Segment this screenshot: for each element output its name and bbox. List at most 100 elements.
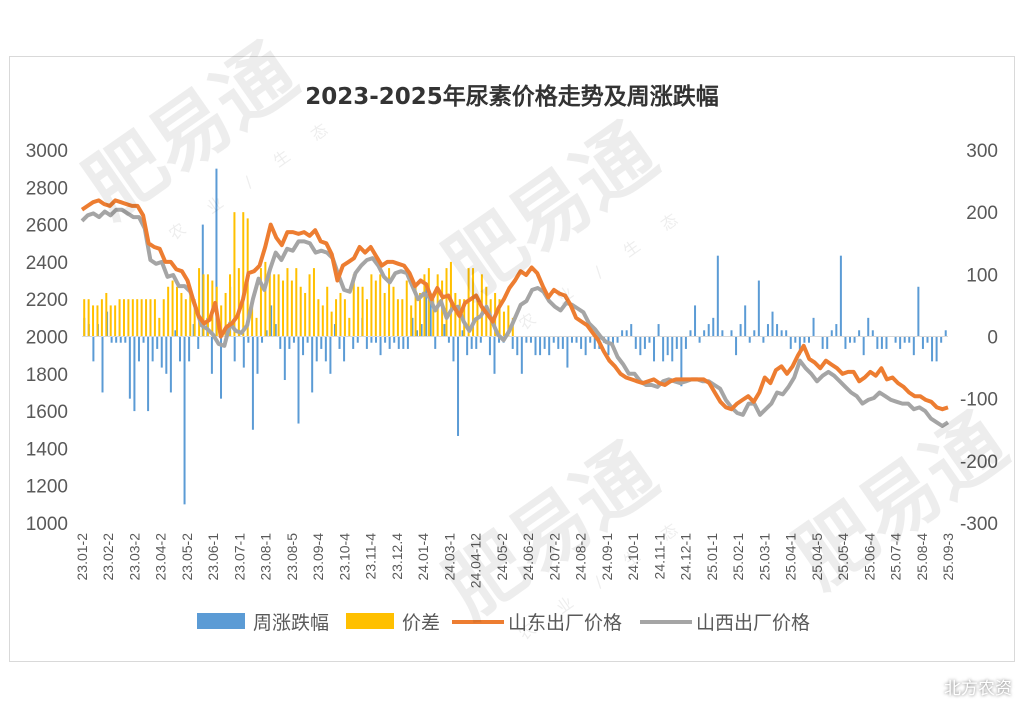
spread-bar <box>370 274 373 337</box>
spread-bar <box>92 305 95 337</box>
weekly-change-bar <box>616 336 619 343</box>
spread-bar <box>343 299 346 337</box>
weekly-change-bar <box>406 336 409 349</box>
weekly-change-bar <box>830 330 833 337</box>
spread-bar <box>365 299 368 337</box>
spread-bar <box>96 305 99 337</box>
weekly-change-bar <box>839 255 842 337</box>
spread-bar <box>379 274 382 337</box>
spread-bar <box>198 268 201 337</box>
spread-bar <box>109 305 112 337</box>
x-axis-tick-label: 23.01-2 <box>74 533 90 581</box>
weekly-change-bar <box>379 336 382 356</box>
spread-bar <box>100 299 103 337</box>
weekly-change-bar <box>124 336 127 343</box>
left-axis-tick-label: 1400 <box>26 439 68 460</box>
weekly-change-bar <box>274 324 277 337</box>
legend: 周涨跌幅 价差 山东出厂价格 山西出厂价格 <box>197 612 810 634</box>
weekly-change-bar <box>215 168 218 337</box>
weekly-change-bar <box>525 336 528 343</box>
weekly-change-bar <box>735 336 738 356</box>
spread-bar <box>290 280 293 337</box>
spread-bar <box>171 280 174 337</box>
weekly-change-bar <box>908 336 911 343</box>
spread-bar <box>401 299 404 337</box>
weekly-change-bar <box>871 330 874 337</box>
weekly-change-bar <box>862 336 865 356</box>
weekly-change-bar <box>516 336 519 356</box>
weekly-change-bar <box>561 336 564 349</box>
weekly-change-bar <box>744 305 747 337</box>
weekly-change-bar <box>575 336 578 343</box>
weekly-change-bar <box>807 336 810 343</box>
x-axis-tick-label: 24.04-12 <box>468 533 484 588</box>
x-axis-tick-label: 24.11-1 <box>651 533 667 580</box>
weekly-change-bar <box>520 336 523 374</box>
spread-bar <box>180 292 183 337</box>
weekly-change-bar <box>115 336 118 343</box>
weekly-change-bar <box>333 324 336 337</box>
spread-bar <box>162 299 165 337</box>
weekly-change-bar <box>128 336 131 399</box>
source-credit: 北方农资 <box>944 679 1012 699</box>
weekly-change-bar <box>853 336 856 343</box>
spread-bar <box>410 305 413 337</box>
spread-bar <box>405 280 408 337</box>
spread-bar <box>153 299 156 337</box>
weekly-change-bar <box>457 336 460 436</box>
weekly-change-bar <box>880 336 883 349</box>
weekly-change-bar <box>694 305 697 337</box>
spread-bar <box>140 299 143 337</box>
legend-label: 价差 <box>402 612 440 634</box>
weekly-change-bar <box>178 336 181 362</box>
spread-bar <box>317 299 320 337</box>
weekly-change-bar <box>689 330 692 337</box>
weekly-change-bar <box>944 330 947 337</box>
right-axis-tick-label: -200 <box>960 452 998 473</box>
legend-label: 山西出厂价格 <box>696 612 810 634</box>
weekly-change-bar <box>92 336 95 362</box>
spread-bar <box>193 299 196 337</box>
weekly-change-bar <box>885 336 888 349</box>
weekly-change-bar <box>429 292 432 337</box>
spread-bar <box>131 299 134 337</box>
spread-bar <box>507 305 510 337</box>
weekly-change-bar <box>625 330 628 337</box>
spread-bar <box>312 268 315 337</box>
spread-bar <box>396 299 399 337</box>
weekly-change-bar <box>434 336 437 349</box>
weekly-change-bar <box>356 336 359 343</box>
weekly-change-bar <box>247 336 250 343</box>
weekly-change-bar <box>265 330 268 337</box>
weekly-change-bar <box>283 336 286 381</box>
spread-bar <box>224 292 227 337</box>
weekly-change-bar <box>912 336 915 356</box>
left-axis-tick-label: 2800 <box>26 178 68 199</box>
spread-bar <box>454 292 457 337</box>
weekly-change-bar <box>306 336 309 343</box>
weekly-change-bar <box>529 336 532 343</box>
weekly-change-bar <box>803 336 806 343</box>
spread-bar <box>361 286 364 337</box>
weekly-change-bar <box>119 336 122 343</box>
weekly-change-bar <box>835 324 838 337</box>
left-axis-tick-label: 3000 <box>26 141 68 162</box>
weekly-change-bar <box>160 336 163 368</box>
weekly-change-bar <box>653 336 656 362</box>
chart-title: 2023-2025年尿素价格走势及周涨跌幅 <box>305 83 719 110</box>
weekly-change-bar <box>570 336 573 343</box>
weekly-change-bar <box>443 324 446 337</box>
weekly-change-bar <box>589 336 592 343</box>
weekly-change-bar <box>534 336 537 356</box>
weekly-change-bar <box>365 336 368 349</box>
weekly-change-bar <box>493 336 496 374</box>
spread-bar <box>242 212 245 337</box>
left-axis-tick-label: 2400 <box>26 253 68 274</box>
x-axis-tick-label: 25.01-1 <box>704 533 720 581</box>
weekly-change-bar <box>393 336 396 343</box>
weekly-change-bar <box>197 336 200 349</box>
shandong-price-line <box>80 198 949 412</box>
weekly-change-bar <box>133 336 136 412</box>
spread-bar <box>268 268 271 337</box>
x-axis-tick-label: 25.05-4 <box>835 533 851 581</box>
